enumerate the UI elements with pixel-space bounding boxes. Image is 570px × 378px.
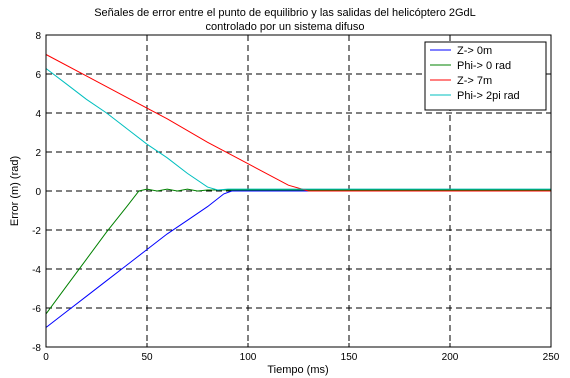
x-tick-label: 200: [442, 352, 459, 363]
x-axis-label: Tiempo (ms): [267, 364, 328, 376]
x-tick-label: 0: [43, 352, 49, 363]
y-tick-label: -6: [32, 304, 41, 315]
legend-label-3: Z-> 7m: [457, 75, 492, 87]
legend-box: [424, 41, 547, 111]
y-tick-label: 8: [35, 31, 41, 42]
x-tick-label: 150: [341, 352, 358, 363]
legend: Z-> 0m Phi-> 0 rad Z-> 7m Phi-> 2pi rad: [424, 41, 547, 111]
chart-title-line-2: controlado por un sistema difuso: [206, 21, 365, 33]
y-tick-label: 2: [35, 148, 41, 159]
legend-label-2: Phi-> 0 rad: [457, 60, 511, 72]
chart-title-line-1: Señales de error entre el punto de equil…: [94, 7, 476, 19]
series-line-3: [45, 54, 551, 192]
x-tick-label: 250: [543, 352, 560, 363]
series-line-2: [45, 188, 551, 315]
x-tick-label: 50: [141, 352, 153, 363]
y-tick-label: 4: [35, 109, 41, 120]
y-axis-label: Error (m) (rad): [9, 156, 21, 226]
y-tick-label: -2: [32, 226, 41, 237]
y-axis: 8 6 4 2 0 -2 -4 -6 -8: [32, 31, 50, 354]
y-tick-label: 6: [35, 70, 41, 81]
x-axis: 0 50 100 150 200 250: [43, 343, 560, 363]
series-line-4: [45, 68, 551, 191]
y-tick-label: -8: [32, 343, 41, 354]
series-group: [45, 54, 551, 328]
x-tick-label: 100: [240, 352, 257, 363]
y-tick-label: -4: [32, 265, 41, 276]
legend-label-4: Phi-> 2pi rad: [457, 90, 520, 102]
legend-label-1: Z-> 0m: [457, 45, 492, 57]
y-tick-label: 0: [35, 187, 41, 198]
